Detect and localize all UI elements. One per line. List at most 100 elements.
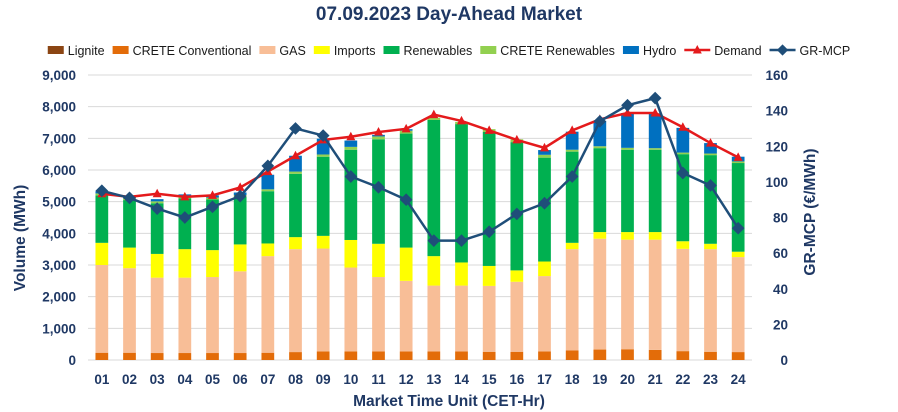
bar-imports-02: [123, 247, 136, 269]
demand-point: [567, 125, 577, 134]
bar-gas-06: [233, 271, 247, 354]
legend-swatch-crete-conventional: [112, 46, 129, 54]
bar-hydro-10: [344, 140, 358, 147]
bar-renewables-05: [206, 199, 219, 251]
y-tick-label: 2,000: [42, 290, 76, 305]
y-tick-label: 5,000: [42, 195, 76, 210]
bar-renewables-01: [95, 195, 109, 243]
x-tick-label: 01: [94, 372, 110, 387]
y2-tick-label: 100: [765, 175, 788, 190]
gr-mcp-point: [206, 200, 219, 214]
demand-line: [101, 111, 739, 199]
bar-crete-conventional-11: [372, 351, 385, 360]
bar-gas-16: [510, 281, 524, 352]
x-tick-label: 14: [454, 372, 470, 387]
bar-renewables-24: [731, 163, 745, 252]
bar-renewables-19: [593, 148, 607, 233]
gr-mcp-point: [95, 184, 109, 198]
y2-tick-label: 140: [765, 104, 788, 119]
legend-marker-gr-mcp: [776, 44, 789, 56]
bar-crete-conventional-12: [399, 351, 413, 360]
demand-point: [540, 142, 549, 152]
bar-renewables-16: [510, 142, 524, 271]
gridlines: [88, 74, 752, 361]
bar-gas-17: [538, 276, 551, 352]
legend: Lignite CRETE Conventional GAS Imports Renew…: [47, 44, 850, 58]
bar-gas-01: [95, 265, 109, 353]
gr-mcp-point: [482, 225, 496, 239]
x-tick-label: 09: [316, 372, 331, 387]
demand-point: [623, 108, 632, 117]
gr-mcp-point: [344, 170, 358, 183]
gr-mcp-point: [178, 211, 192, 224]
y2-tick-label: 20: [773, 317, 788, 332]
bar-crete-conventional-13: [427, 351, 441, 360]
bar-gas-15: [482, 285, 496, 352]
gr-mcp-point: [261, 159, 275, 173]
bar-crete-conventional-18: [565, 350, 579, 360]
bar-crete-conventional-19: [593, 349, 607, 360]
bar-hydro-22: [676, 127, 690, 153]
bar-crete-conventional-22: [676, 351, 690, 360]
bar-imports-19: [593, 232, 607, 239]
bar-imports-01: [95, 242, 109, 265]
bar-imports-09: [316, 235, 330, 249]
gr-mcp-point: [427, 234, 441, 248]
bar-imports-07: [261, 243, 275, 257]
x-tick-label: 08: [288, 372, 304, 387]
y-tick-label: 3,000: [42, 258, 76, 273]
x-tick-label: 18: [565, 372, 581, 387]
demand-point: [180, 191, 190, 201]
legend-label-crete-renewables: CRETE Renewables: [500, 44, 615, 58]
legend-swatch-crete-renewables: [480, 46, 497, 54]
demand-point: [346, 131, 356, 141]
bar-crete-conventional-23: [704, 351, 717, 360]
x-tick-label: 02: [122, 372, 137, 387]
demand-point: [429, 109, 439, 119]
gr-mcp-point: [399, 193, 413, 207]
gr-mcp-point: [648, 91, 662, 105]
bar-gas-22: [676, 248, 690, 352]
bar-gas-09: [316, 248, 330, 352]
demand-point: [374, 127, 383, 136]
x-tick-label: 07: [260, 372, 275, 387]
x-tick-label: 24: [731, 372, 747, 387]
bar-renewables-02: [123, 200, 136, 248]
bar-imports-15: [482, 265, 496, 286]
bar-crete-renewables-24: [731, 161, 745, 164]
bar-crete-renewables-09: [316, 154, 330, 157]
bar-crete-renewables-11: [372, 136, 385, 140]
x-axis-label: Market Time Unit (CET-Hr): [353, 393, 545, 410]
bar-crete-conventional-20: [621, 349, 634, 360]
bar-crete-conventional-02: [123, 352, 136, 360]
y-tick-label: 8,000: [42, 100, 76, 115]
bar-imports-24: [731, 251, 745, 258]
gr-mcp-point: [233, 189, 247, 203]
y-tick-label: 7,000: [42, 131, 76, 146]
bar-crete-conventional-17: [538, 351, 551, 360]
legend-label-imports: Imports: [334, 44, 376, 58]
bar-imports-23: [704, 243, 717, 250]
bar-renewables-03: [150, 203, 164, 254]
bar-imports-21: [648, 232, 662, 240]
legend-label-gas: GAS: [279, 44, 305, 58]
demand-point: [152, 188, 162, 198]
x-tick-label: 04: [177, 372, 193, 387]
demand-point: [457, 115, 466, 125]
gr-mcp-line: [101, 96, 740, 242]
bar-crete-renewables-17: [538, 154, 551, 158]
bar-crete-conventional-09: [316, 351, 330, 360]
y-tick-label: 6,000: [42, 163, 76, 178]
bar-imports-12: [399, 247, 413, 281]
bar-imports-08: [289, 237, 302, 250]
x-tick-label: 23: [703, 372, 719, 387]
bar-crete-conventional-01: [95, 352, 109, 360]
bar-imports-13: [427, 256, 441, 286]
x-tick-label: 06: [233, 372, 249, 387]
demand-point: [401, 123, 411, 133]
x-tick-label: 12: [399, 372, 414, 387]
bar-hydro-03: [150, 199, 164, 202]
x-tick-label: 05: [205, 372, 221, 387]
y2-tick-label: 80: [773, 211, 788, 226]
bar-hydro-08: [289, 155, 302, 172]
